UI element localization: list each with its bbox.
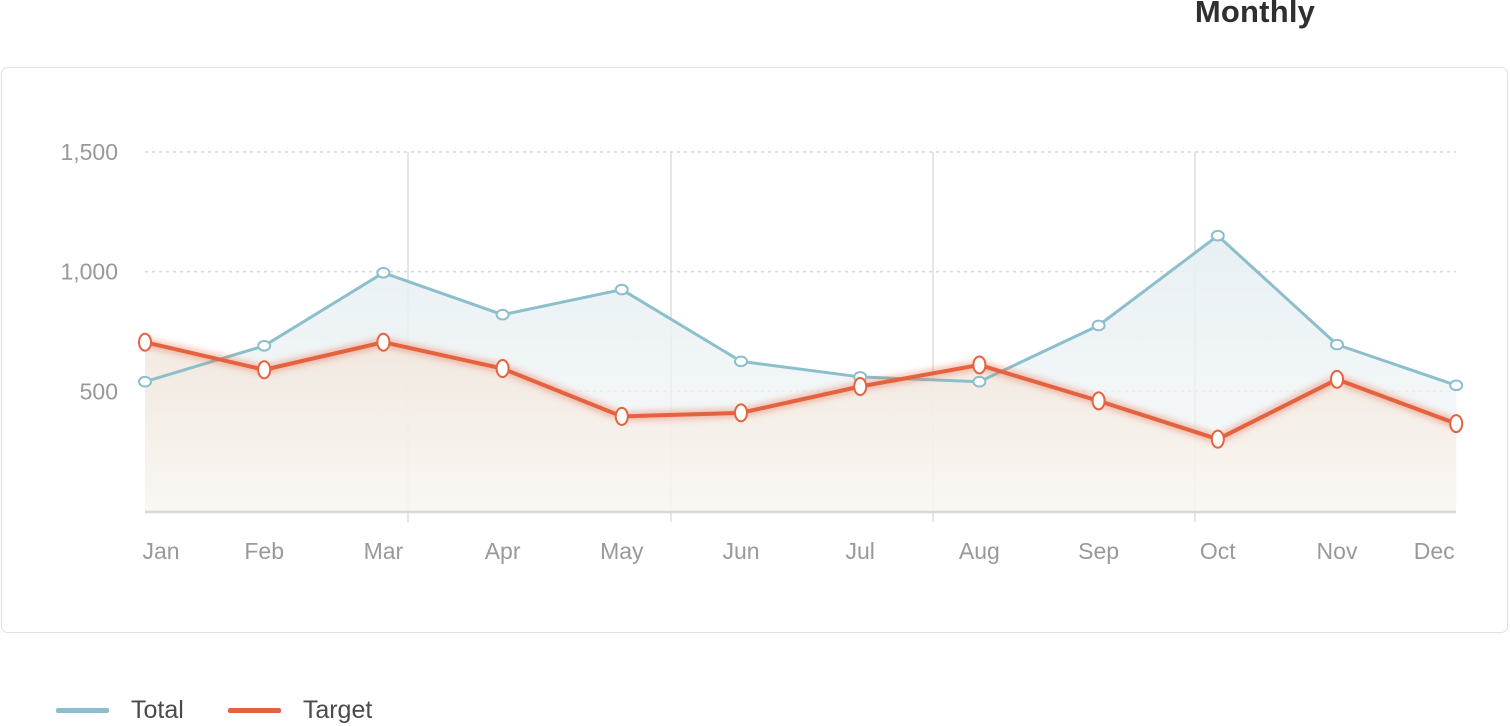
total-point xyxy=(495,308,510,321)
target-point xyxy=(972,355,987,375)
total-point xyxy=(138,375,152,388)
legend-swatch xyxy=(56,707,109,713)
target-area xyxy=(145,342,1457,511)
target-point xyxy=(1330,369,1344,389)
x-tick-label: Nov xyxy=(1317,538,1358,564)
x-tick-label: Jan xyxy=(142,538,179,564)
total-point xyxy=(1210,229,1225,242)
x-tick-label: Feb xyxy=(244,538,284,564)
x-tick-label: Dec xyxy=(1414,538,1455,564)
x-tick-label: Oct xyxy=(1200,538,1236,564)
x-tick-label: Jul xyxy=(845,538,874,564)
legend-label: Target xyxy=(302,695,373,724)
x-tick-label: May xyxy=(600,538,644,564)
total-point xyxy=(1091,319,1106,332)
target-point xyxy=(1091,391,1106,411)
total-series-line xyxy=(144,234,1457,387)
legend: Total Target xyxy=(56,692,416,726)
y-tick-label: 1,500 xyxy=(60,139,118,165)
total-point xyxy=(972,375,987,388)
legend-swatch xyxy=(227,707,281,713)
x-tick-label: Apr xyxy=(485,538,521,564)
target-point xyxy=(376,332,391,352)
target-point xyxy=(614,406,629,426)
target-point xyxy=(1449,414,1464,434)
x-tick-label: Jun xyxy=(722,538,759,564)
x-tick-label: Sep xyxy=(1078,538,1119,564)
target-point xyxy=(1210,429,1225,449)
total-point xyxy=(376,266,391,279)
total-point xyxy=(734,355,748,368)
target-point xyxy=(257,360,272,380)
target-point xyxy=(495,359,510,379)
total-point xyxy=(257,340,272,352)
target-point xyxy=(853,377,868,397)
legend-item-total: Total xyxy=(56,696,184,725)
chart-title: Monthly xyxy=(1194,0,1316,29)
total-point xyxy=(1330,338,1344,351)
target-point xyxy=(734,403,748,423)
x-tick-label: Mar xyxy=(364,538,404,564)
legend-label: Total xyxy=(131,695,184,724)
y-tick-label: 500 xyxy=(80,378,118,404)
total-point xyxy=(614,283,629,296)
total-point xyxy=(1449,379,1464,392)
legend-item-target: Target xyxy=(227,695,373,725)
target-series-line xyxy=(144,340,1457,442)
y-tick-label: 1,000 xyxy=(60,259,118,285)
target-point xyxy=(138,332,152,352)
x-tick-label: Aug xyxy=(959,538,1000,564)
